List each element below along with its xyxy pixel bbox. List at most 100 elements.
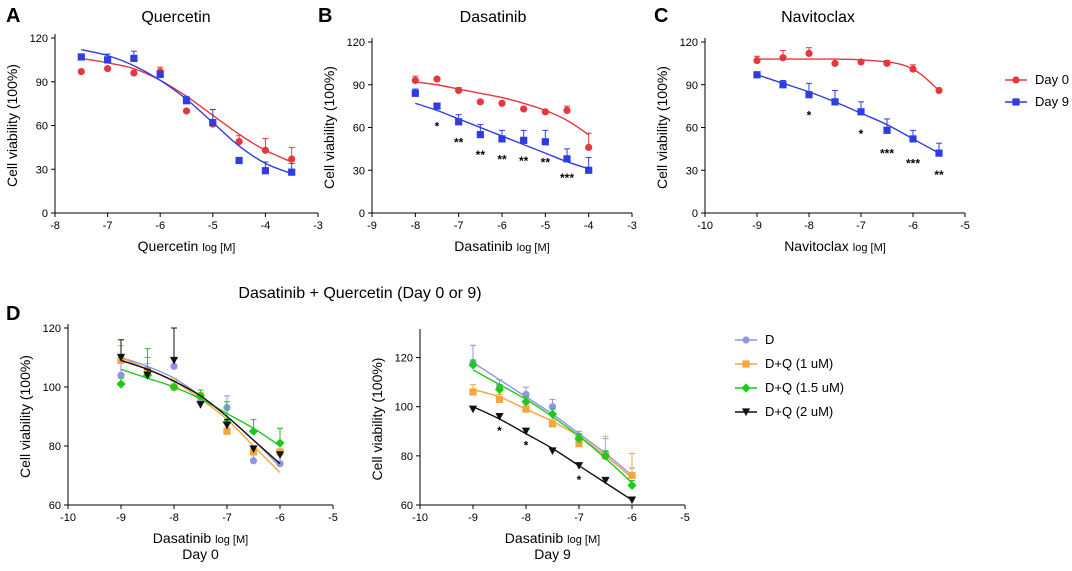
data-point (455, 118, 463, 126)
data-point (77, 53, 85, 61)
data-point (169, 382, 179, 392)
panel-title: Navitoclax (781, 9, 855, 26)
data-point (779, 81, 787, 89)
data-point (494, 384, 505, 395)
significance-marker: ** (497, 152, 507, 166)
series-d-q-2-um (116, 327, 285, 465)
panel-b: B Dasatinib -9 -8 -7 -6 -5 -4 -3 0 30 60 90 120 Dasati… (318, 5, 637, 254)
x-axis-label-main: Navitoclax (784, 238, 849, 254)
data-point (521, 397, 531, 407)
data-point (249, 445, 258, 454)
legend-entry: Day 9 (1005, 94, 1069, 109)
y-tick-label: 120 (30, 33, 48, 45)
data-point (468, 405, 478, 414)
y-tick-label: 30 (36, 164, 48, 176)
data-point (476, 98, 484, 106)
x-tick-label: -9 (752, 220, 762, 232)
y-tick-label: 60 (36, 121, 48, 133)
data-point (261, 167, 269, 175)
data-point (574, 434, 584, 444)
data-point (495, 412, 504, 421)
y-tick-label: 120 (347, 37, 365, 49)
x-tick-label: -7 (454, 220, 464, 232)
x-axis-caption: Day 0 (182, 546, 219, 562)
data-point (574, 462, 584, 470)
data-point (275, 438, 285, 448)
series-day-9 (753, 71, 943, 157)
x-tick-label: -3 (627, 220, 637, 232)
data-point (548, 403, 557, 411)
y-tick-label: 80 (401, 451, 413, 463)
data-point (275, 451, 285, 459)
data-point (288, 168, 296, 176)
x-tick-label: -9 (116, 512, 126, 524)
x-tick-label: -8 (169, 512, 179, 524)
data-point (883, 126, 891, 134)
data-point (935, 86, 943, 95)
significance-marker: ** (454, 135, 464, 149)
x-tick-label: -5 (208, 220, 218, 232)
x-tick-label: -7 (103, 220, 113, 232)
data-point (522, 405, 530, 413)
data-point (831, 59, 839, 67)
x-tick-label: -5 (540, 220, 550, 232)
data-point (779, 54, 787, 62)
data-point (182, 107, 191, 115)
y-tick-label: 60 (686, 123, 698, 135)
legend-label: D+Q (1.5 uM) (765, 380, 844, 395)
data-point (541, 108, 549, 116)
data-point (628, 471, 636, 480)
legend-label: Day 9 (1035, 94, 1069, 109)
data-point (117, 371, 125, 379)
legend-marker (741, 408, 751, 417)
data-point (433, 75, 441, 83)
panel-label: A (6, 5, 20, 27)
y-tick-label: 30 (353, 165, 365, 177)
legend-marker (742, 336, 750, 344)
legend-label: D+Q (2 uM) (765, 404, 833, 419)
data-point (130, 69, 138, 77)
data-point (521, 427, 531, 436)
data-point (77, 67, 85, 76)
x-tick-label: -6 (908, 220, 918, 232)
data-point (209, 118, 217, 127)
x-tick-label: -6 (497, 220, 507, 232)
data-point (627, 480, 637, 490)
significance-marker: * (859, 127, 864, 141)
x-tick-label: -4 (261, 220, 271, 232)
legend-label: D (765, 332, 774, 347)
series-d-q-2-um (468, 405, 637, 505)
legend-marker (1012, 98, 1020, 106)
y-tick-label: 120 (680, 37, 698, 49)
x-tick-label: -7 (222, 512, 232, 524)
significance-marker: ** (541, 155, 551, 169)
data-point (495, 395, 504, 403)
significance-marker: ** (519, 154, 529, 168)
significance-marker: *** (906, 157, 920, 171)
data-point (476, 131, 484, 139)
x-axis-label-suffix: log [M] (202, 242, 235, 254)
data-point (805, 49, 813, 58)
x-axis-label-suffix: log [M] (853, 242, 886, 254)
data-point (170, 362, 178, 370)
data-point (883, 59, 891, 67)
x-axis-label-main: Dasatinib (454, 238, 513, 254)
legend-entry: D+Q (1 uM) (735, 356, 833, 371)
data-point (575, 439, 583, 448)
data-point (235, 156, 243, 165)
panel-d0: D -10 -9 -8 -7 -6 -5 60 80 100 120 Dasatinib log [M]… (6, 303, 338, 562)
y-tick-label: 90 (686, 80, 698, 92)
data-point (104, 56, 112, 64)
data-point (600, 451, 611, 461)
y-tick-label: 60 (401, 500, 413, 512)
series-day-0 (753, 47, 943, 95)
fit-curve (415, 81, 590, 136)
data-point (522, 390, 530, 399)
x-tick-label: -6 (155, 220, 165, 232)
data-point (805, 91, 813, 99)
legend-label: Day 0 (1035, 72, 1069, 87)
x-axis-label-suffix: log [M] (517, 242, 550, 254)
legend-marker (741, 383, 751, 393)
y-tick-label: 120 (395, 353, 413, 365)
